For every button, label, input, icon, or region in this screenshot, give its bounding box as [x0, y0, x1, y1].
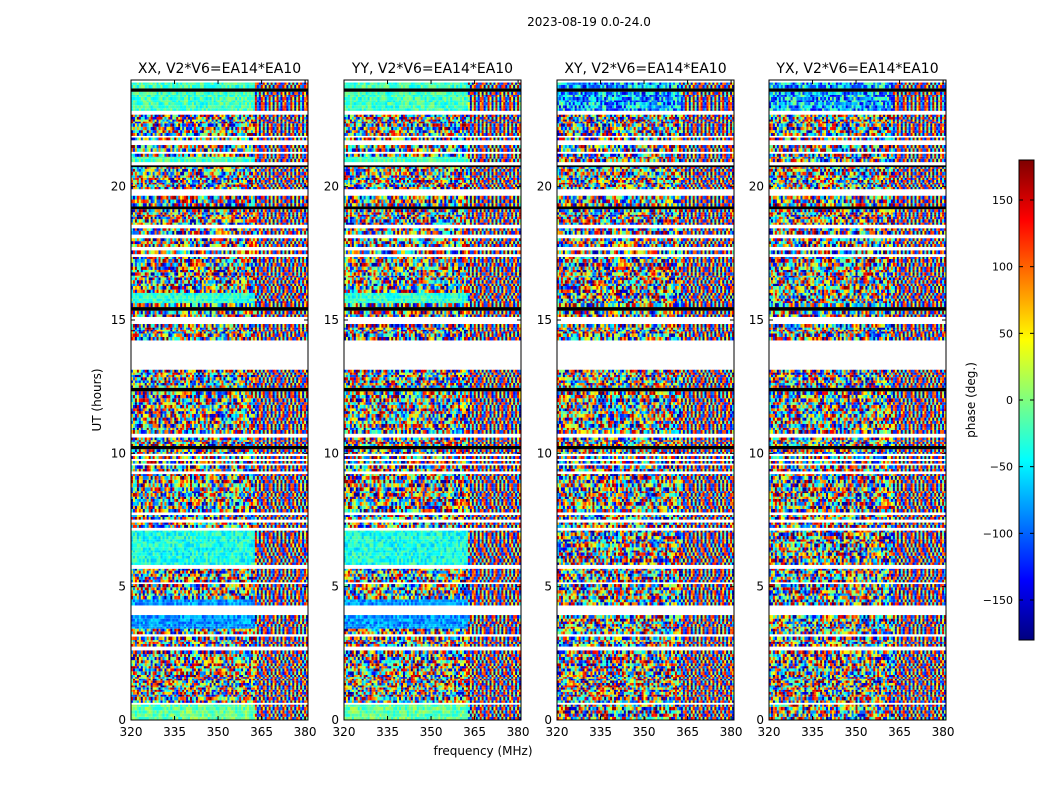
colorbar-tick-label: 0: [1006, 394, 1013, 407]
y-tick-label: 0: [756, 713, 764, 727]
panel-4: YX, V2*V6=EA14*EA10 320 335 350 365 380 0 5 10 15…: [749, 61, 955, 739]
y-tick-label: 15: [324, 313, 339, 327]
y-tick-label: 5: [331, 580, 339, 594]
x-tick-label: 365: [463, 725, 486, 739]
y-tick-label: 10: [324, 446, 339, 460]
x-tick-label: 320: [120, 725, 143, 739]
panel-title: XX, V2*V6=EA14*EA10: [138, 61, 301, 77]
x-tick-label: 365: [676, 725, 699, 739]
y-tick-label: 15: [111, 313, 126, 327]
figure-suptitle: 2023-08-19 0.0-24.0: [527, 15, 651, 29]
x-tick-label: 320: [758, 725, 781, 739]
y-tick-label: 10: [111, 446, 126, 460]
y-tick-label: 0: [331, 713, 339, 727]
panel-heatmap: [769, 83, 946, 720]
x-tick-label: 335: [589, 725, 612, 739]
y-tick-label: 15: [749, 313, 764, 327]
x-tick-label: 335: [163, 725, 186, 739]
y-tick-label: 20: [111, 180, 126, 194]
panel-3: XY, V2*V6=EA14*EA10 320 335 350 365 380 0 5 10 15…: [537, 61, 743, 739]
y-tick-label: 10: [537, 446, 552, 460]
panel-title: YX, V2*V6=EA14*EA10: [775, 61, 938, 77]
panel-heatmap: [344, 83, 521, 720]
x-tick-label: 365: [250, 725, 273, 739]
y-tick-label: 15: [537, 313, 552, 327]
x-tick-label: 320: [546, 725, 569, 739]
y-tick-label: 5: [118, 580, 126, 594]
y-tick-label: 20: [324, 180, 339, 194]
x-tick-label: 350: [633, 725, 656, 739]
y-tick-label: 20: [749, 180, 764, 194]
y-tick-label: 5: [544, 580, 552, 594]
x-tick-label: 350: [420, 725, 443, 739]
x-tick-label: 365: [888, 725, 911, 739]
y-axis-label: UT (hours): [90, 368, 104, 431]
colorbar-tick-label: 50: [999, 327, 1013, 340]
x-tick-label: 380: [720, 725, 743, 739]
x-tick-label: 380: [932, 725, 955, 739]
colorbar: −150 −100 −50 0 50 100 150: [983, 160, 1034, 640]
y-tick-label: 20: [537, 180, 552, 194]
panel-title: YY, V2*V6=EA14*EA10: [351, 61, 513, 77]
x-tick-label: 350: [207, 725, 230, 739]
x-axis-label: frequency (MHz): [433, 744, 532, 758]
colorbar-tick-label: 100: [992, 261, 1013, 274]
x-tick-label: 335: [801, 725, 824, 739]
y-tick-label: 10: [749, 446, 764, 460]
y-tick-label: 5: [756, 580, 764, 594]
panel-title: XY, V2*V6=EA14*EA10: [564, 61, 726, 77]
x-tick-label: 320: [333, 725, 356, 739]
x-tick-label: 335: [376, 725, 399, 739]
panel-2: YY, V2*V6=EA14*EA10 320 335 350 365 380 0 5 10 15…: [324, 61, 530, 739]
panel-1: XX, V2*V6=EA14*EA10 320 335 350 365 380 0 5 10 15…: [111, 61, 317, 739]
panel-heatmap: [557, 83, 734, 720]
colorbar-label: phase (deg.): [964, 362, 978, 438]
x-tick-label: 380: [294, 725, 317, 739]
panels-group: XX, V2*V6=EA14*EA10 320 335 350 365 380 0 5 10 15…: [111, 61, 955, 739]
panel-heatmap: [131, 83, 308, 720]
y-tick-label: 0: [544, 713, 552, 727]
colorbar-tick-label: −150: [983, 594, 1013, 607]
x-tick-label: 380: [507, 725, 530, 739]
colorbar-tick-label: 150: [992, 194, 1013, 207]
colorbar-tick-label: −100: [983, 527, 1013, 540]
y-tick-label: 0: [118, 713, 126, 727]
colorbar-tick-label: −50: [990, 461, 1013, 474]
x-tick-label: 350: [845, 725, 868, 739]
